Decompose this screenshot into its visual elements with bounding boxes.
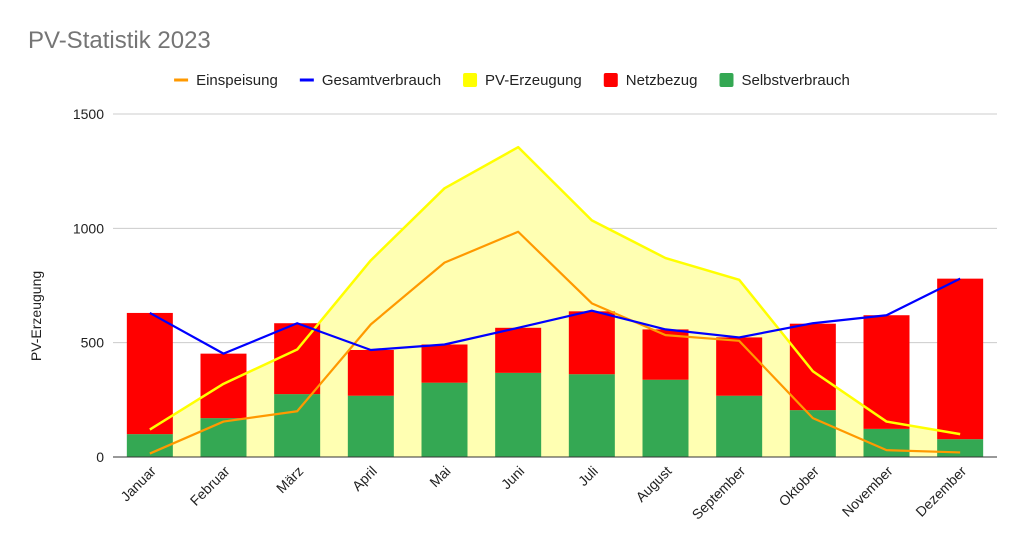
bar-netzbezug — [274, 323, 321, 395]
bar-netzbezug — [716, 337, 763, 396]
pv-erzeugung-area — [149, 147, 961, 457]
bar-selbstverbrauch — [716, 395, 763, 457]
bar-selbstverbrauch — [126, 434, 173, 457]
bar-netzbezug — [642, 329, 689, 380]
bar-netzbezug — [789, 323, 836, 411]
bar-selbstverbrauch — [347, 395, 394, 457]
chart-title: PV-Statistik 2023 — [28, 27, 211, 54]
lines — [149, 145, 961, 455]
legend-item-einspeisung: Einspeisung — [174, 72, 278, 89]
bar-netzbezug — [200, 353, 247, 419]
bar-selbstverbrauch — [642, 379, 689, 457]
x-tick-label: Januar — [117, 463, 159, 505]
y-axis-ticks: 0 500 1000 1500 — [73, 106, 104, 465]
x-tick-label: Dezember — [912, 463, 969, 520]
x-tick-label: Februar — [187, 463, 233, 509]
bar-selbstverbrauch — [274, 394, 321, 457]
legend-label: PV-Erzeugung — [485, 72, 582, 89]
bar-netzbezug — [126, 312, 173, 435]
bar-selbstverbrauch — [421, 382, 468, 457]
bar-selbstverbrauch — [937, 439, 984, 457]
x-tick-label: Oktober — [775, 463, 822, 510]
x-tick-label: September — [689, 463, 749, 523]
y-tick-label: 500 — [81, 335, 105, 351]
y-tick-label: 1500 — [73, 106, 104, 122]
bar-netzbezug — [937, 278, 984, 440]
bar-netzbezug — [568, 311, 615, 375]
y-tick-label: 0 — [96, 449, 104, 465]
legend-swatch — [603, 73, 618, 87]
y-axis-title: PV-Erzeugung — [28, 271, 44, 361]
bar-netzbezug — [421, 344, 468, 383]
bar-selbstverbrauch — [568, 374, 615, 457]
legend-swatch — [463, 73, 478, 87]
bar-netzbezug — [347, 349, 394, 396]
legend-item-netzbezug: Netzbezug — [603, 72, 698, 89]
bar-selbstverbrauch — [495, 372, 542, 457]
legend-item-pv-erzeugung: PV-Erzeugung — [463, 72, 582, 89]
legend-label: Gesamtverbrauch — [322, 72, 441, 89]
line-pv-erzeugung — [149, 145, 961, 436]
legend-label: Einspeisung — [196, 72, 278, 89]
bar-netzbezug — [495, 327, 542, 373]
pv-area — [149, 147, 961, 457]
x-tick-label: Juli — [575, 463, 601, 489]
x-tick-label: Juni — [498, 463, 527, 492]
bar-selbstverbrauch — [200, 418, 247, 457]
legend: Einspeisung Gesamtverbrauch PV-Erzeugung Ne… — [174, 72, 850, 89]
legend-item-gesamtverbrauch: Gesamtverbrauch — [299, 72, 441, 89]
x-tick-label: März — [273, 463, 306, 496]
x-axis-ticks: Januar Februar März April Mai Juni Juli August S… — [117, 463, 969, 523]
legend-label: Selbstverbrauch — [742, 72, 850, 89]
line-gesamtverbrauch — [149, 277, 961, 355]
x-tick-label: November — [839, 463, 896, 520]
legend-swatch — [719, 73, 734, 87]
legend-item-selbstverbrauch: Selbstverbrauch — [719, 72, 850, 89]
x-tick-label: Mai — [426, 463, 453, 490]
x-tick-label: August — [632, 463, 674, 505]
legend-label: Netzbezug — [626, 72, 698, 89]
line-einspeisung — [149, 230, 961, 455]
y-tick-label: 1000 — [73, 220, 104, 236]
bars — [126, 278, 984, 457]
x-tick-label: April — [349, 463, 380, 494]
